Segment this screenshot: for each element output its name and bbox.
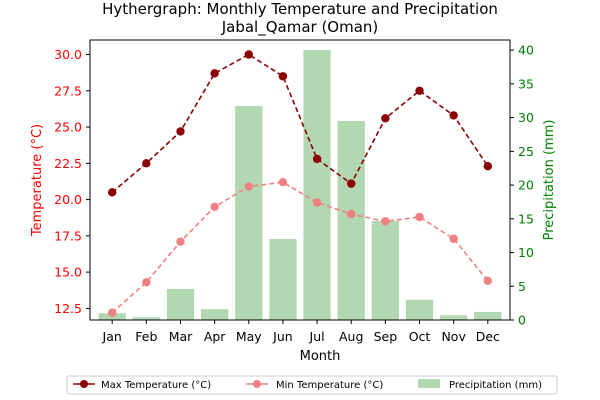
precip-bar-feb (132, 317, 160, 320)
left-tick-label: 12.5 (54, 301, 82, 316)
x-tick-label: Apr (204, 329, 226, 344)
max-temp-point-mar (176, 127, 185, 136)
precip-bar-mar (166, 288, 195, 320)
min-temp-point-sep (381, 217, 390, 226)
precip-bar-jun (269, 239, 297, 320)
left-tick-label: 25.0 (54, 120, 82, 135)
max-temp-point-sep (381, 114, 390, 123)
min-temp-point-aug (347, 209, 356, 219)
right-tick-label: 10 (518, 245, 534, 260)
max-temp-point-oct (415, 86, 424, 95)
legend-min-marker (253, 380, 261, 388)
x-tick-label: May (236, 329, 262, 344)
max-temp-point-aug (347, 179, 356, 188)
x-axis-label: Month (300, 349, 341, 364)
min-temp-point-apr (210, 202, 219, 212)
legend: Max Temperature (°C) Min Temperature (°C… (66, 375, 558, 395)
precip-bar-nov (440, 315, 468, 320)
min-temp-point-nov (449, 234, 458, 243)
x-tick-label: Jul (309, 329, 325, 344)
x-tick-label: Oct (409, 329, 431, 344)
min-temp-point-feb (142, 278, 151, 287)
max-temp-point-feb (142, 159, 151, 168)
y-axis-label-right: Precipitation (mm) (542, 120, 557, 241)
x-tick-label: Mar (169, 329, 193, 344)
min-temp-point-may (244, 182, 253, 191)
right-tick-label: 40 (518, 43, 534, 58)
temperature-lines (107, 50, 493, 317)
right-tick-label: 25 (518, 144, 534, 159)
min-temp-point-jul (312, 198, 322, 207)
left-tick-label: 17.5 (54, 228, 82, 243)
max-temp-line (111, 53, 489, 193)
right-tick-label: 35 (518, 76, 534, 91)
x-tick-label: Nov (441, 329, 466, 344)
min-temp-point-mar (176, 237, 185, 246)
max-temp-point-dec (483, 162, 493, 171)
min-temp-point-dec (483, 276, 493, 286)
max-temp-point-jan (107, 188, 117, 197)
max-temp-point-jun (278, 72, 288, 81)
max-temp-point-jul (312, 154, 322, 164)
legend-max-label: Max Temperature (°C) (101, 380, 211, 391)
left-tick-label: 27.5 (54, 83, 82, 98)
min-temp-point-jun (278, 177, 288, 187)
x-tick-label: Aug (339, 329, 363, 344)
right-tick-label: 20 (518, 178, 534, 193)
chart-title-line2: Jabal_Qamar (Oman) (221, 18, 379, 37)
x-tick-label: Feb (135, 329, 157, 344)
precip-bar-apr (200, 309, 229, 320)
plot-frame (89, 39, 511, 321)
left-tick-label: 22.5 (54, 156, 82, 171)
min-temp-point-oct (415, 212, 424, 222)
precipitation-bars (98, 50, 502, 320)
axes: 12.5 15.0 17.5 20.0 22.5 25.0 27.5 30.0 0 5 10 15 20… (54, 39, 534, 344)
x-tick-label: Jun (272, 329, 293, 344)
left-tick-label: 15.0 (54, 265, 82, 280)
legend-precip-swatch (418, 379, 440, 388)
max-temp-point-may (244, 50, 253, 59)
x-tick-label: Sep (374, 329, 398, 344)
right-tick-label: 15 (518, 211, 534, 226)
legend-min-label: Min Temperature (°C) (276, 380, 383, 391)
left-tick-label: 30.0 (54, 47, 82, 62)
precip-bar-sep (371, 220, 400, 320)
precip-bar-oct (405, 299, 434, 320)
precip-bar-may (235, 106, 263, 320)
x-tick-label: Jan (102, 329, 122, 344)
right-tick-label: 30 (518, 110, 534, 125)
chart-title-line1: Hythergraph: Monthly Temperature and Pre… (102, 0, 498, 18)
max-temp-point-nov (449, 111, 458, 120)
precip-bar-aug (337, 120, 365, 320)
x-tick-label: Dec (476, 329, 500, 344)
right-tick-label: 5 (518, 279, 526, 294)
legend-max-marker (80, 380, 88, 388)
max-temp-point-apr (210, 69, 219, 78)
min-temp-point-jan (107, 308, 117, 317)
right-tick-label: 0 (518, 313, 526, 328)
min-temp-line (111, 181, 489, 314)
legend-precip-label: Precipitation (mm) (449, 380, 542, 391)
y-axis-label-left: Temperature (°C) (30, 124, 45, 237)
precip-bar-jul (303, 50, 331, 320)
left-tick-label: 20.0 (54, 192, 82, 207)
precip-bar-dec (474, 311, 502, 320)
